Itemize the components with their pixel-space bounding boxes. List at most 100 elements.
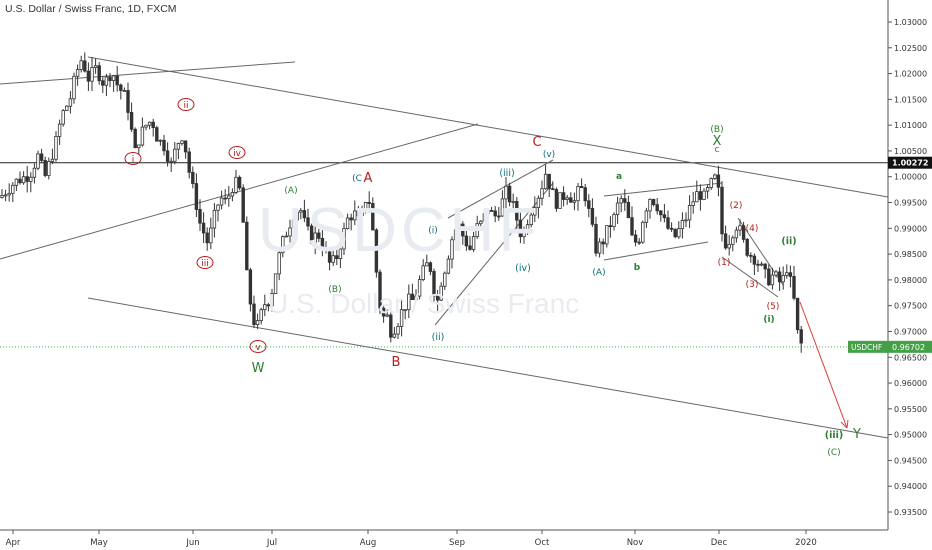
wave-label: (2) (730, 201, 743, 211)
candle-down (191, 171, 195, 184)
candle-up (392, 333, 397, 338)
current-symbol-label: USDCHF (851, 343, 882, 352)
x-tick-label: Dec (711, 538, 728, 548)
candle-up (353, 210, 357, 221)
candle-down (133, 128, 137, 149)
candle-down (767, 268, 771, 286)
x-tick-label: Aug (360, 538, 377, 548)
candle-down (317, 232, 321, 239)
candle-down (378, 271, 382, 309)
y-tick-label: 0.97500 (894, 302, 927, 311)
candle-up (615, 202, 620, 216)
candle-up (29, 176, 33, 182)
trend-line (87, 56, 889, 198)
x-tick-label: Sep (449, 538, 465, 548)
candle-down (309, 225, 314, 244)
y-tick-label: 0.97000 (894, 327, 927, 336)
candle-down (561, 192, 566, 200)
candle-up (61, 110, 65, 125)
candle-down (655, 204, 659, 212)
candle-up (360, 209, 364, 217)
wave-label-circle (177, 98, 195, 111)
candle-down (43, 160, 47, 176)
candle-up (104, 76, 109, 86)
candle-up (313, 232, 317, 244)
candle-down (554, 189, 559, 209)
x-tick-label: Nov (627, 538, 644, 548)
y-tick-label: 1.00500 (894, 147, 927, 156)
candle-down (410, 293, 415, 301)
candle-down (651, 199, 656, 206)
candle-up (407, 293, 411, 311)
candle-down (83, 60, 87, 72)
candle-down (583, 187, 587, 202)
candle-up (759, 263, 764, 266)
candle-down (590, 208, 595, 225)
candle-down (630, 217, 634, 236)
candle-down (752, 255, 757, 265)
candle-up (255, 320, 260, 326)
candle-up (597, 241, 602, 254)
candle-up (486, 210, 490, 215)
level-price-tag (888, 156, 932, 169)
wave-label: (iv) (515, 263, 531, 274)
candle-up (147, 121, 152, 126)
candle-up (680, 220, 685, 230)
candle-up (536, 197, 541, 208)
candle-up (345, 217, 350, 230)
candle-up (338, 248, 343, 260)
trend-line (447, 159, 554, 219)
candle-down (266, 304, 271, 307)
candle-up (684, 219, 688, 222)
candle-up (727, 243, 731, 249)
candle-down (129, 112, 134, 130)
candle-down (428, 262, 433, 272)
candle-up (331, 255, 335, 263)
wave-label-circle (228, 146, 246, 159)
candle-up (385, 314, 389, 317)
wave-label: A (364, 171, 373, 186)
x-tick-label: Jul (266, 538, 277, 548)
candle-up (731, 237, 735, 245)
candle-up (36, 153, 40, 169)
candle-down (716, 174, 721, 188)
candle-up (414, 295, 418, 301)
wave-label: (B) (328, 285, 341, 295)
candle-up (482, 213, 487, 222)
candle-down (461, 223, 465, 237)
y-tick-label: 0.98500 (894, 250, 927, 259)
candle-down (468, 245, 472, 250)
candle-up (363, 201, 368, 210)
candle-down (659, 210, 663, 216)
candle-up (90, 67, 94, 82)
candle-down (327, 249, 332, 263)
candlestick-series (0, 52, 803, 353)
candle-up (644, 210, 649, 223)
candle-up (457, 223, 461, 231)
y-tick-label: 0.99000 (894, 224, 927, 233)
x-tick-label: Jun (185, 538, 199, 548)
candle-down (763, 263, 767, 270)
wave-label: c (715, 145, 720, 155)
candle-up (54, 136, 58, 160)
wave-label: b (634, 263, 641, 273)
candle-up (288, 227, 292, 237)
candle-up (785, 272, 789, 276)
candle-down (720, 186, 724, 235)
candle-up (273, 273, 278, 294)
wave-label-circle (249, 340, 267, 353)
current-price-tag (888, 340, 932, 353)
wave-label: (B) (710, 125, 723, 135)
y-tick-label: 1.03000 (894, 18, 927, 27)
candle-up (403, 309, 407, 312)
candle-up (500, 198, 505, 217)
candle-up (695, 191, 699, 203)
candle-down (205, 232, 209, 244)
candle-down (101, 80, 105, 86)
y-tick-label: 1.01000 (894, 121, 927, 130)
candle-up (75, 69, 80, 77)
candle-down (587, 200, 591, 209)
wave-label: (A) (284, 186, 297, 196)
candle-up (291, 219, 296, 229)
